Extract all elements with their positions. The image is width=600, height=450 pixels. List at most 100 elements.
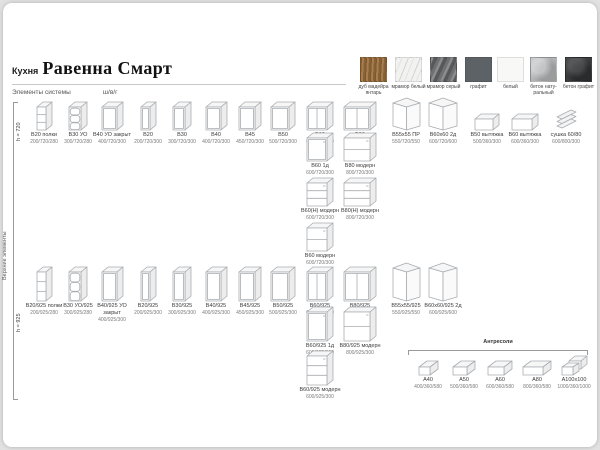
item-dims: 400/925/300 (98, 316, 126, 323)
catalog-item: В60 вытяжка 600/360/300 (502, 101, 548, 145)
catalog-item: В60(Н) модерн 600/720/300 (297, 177, 343, 221)
catalog-item: В20 200/720/300 (125, 101, 171, 145)
page-header: Кухня Равенна Смарт (12, 58, 172, 79)
material-swatch: бетон нату-ральный (525, 57, 562, 97)
material-chip-icon (497, 57, 524, 82)
item-name: В60(Н) модерн (300, 208, 340, 214)
item-dims: 200/720/300 (134, 138, 162, 145)
catalog-item: В30 УО 300/720/280 (55, 101, 101, 145)
cabinet-door-icon (193, 101, 239, 131)
material-label: белый (503, 84, 518, 90)
material-label: дуб мадейра янтарь (358, 84, 389, 97)
material-chip-icon (565, 57, 592, 82)
item-dims: 500/720/300 (269, 138, 297, 145)
material-label: графит (470, 84, 487, 90)
cabinet-2door-icon (297, 266, 343, 302)
catalog-item: А40 400/360/580 (405, 354, 451, 390)
item-name: В50 (278, 132, 288, 138)
cabinet-2door-icon (297, 101, 343, 131)
dish-dryer-icon (543, 101, 589, 131)
cabinet-door-icon (159, 101, 205, 131)
item-dims: 500/360/580 (450, 383, 478, 390)
catalog-item: В20/925 полки 200/925/280 (21, 266, 67, 316)
item-dims: 600/720/300 (306, 259, 334, 266)
side-label: Верхние элементы (2, 231, 8, 280)
item-name: А100х100 (561, 377, 587, 383)
item-dims: 300/720/280 (64, 138, 92, 145)
catalog-item: В45 450/720/300 (227, 101, 273, 145)
item-dims: 500/360/300 (473, 138, 501, 145)
page-subtitle: Элементы системы ш/в/г (12, 89, 117, 96)
antresol-corner-icon (551, 354, 597, 376)
cabinet-modern-3-icon (337, 177, 383, 207)
item-dims: 200/925/280 (30, 309, 58, 316)
cabinet-door-icon (89, 266, 135, 302)
item-dims: 450/720/300 (236, 138, 264, 145)
item-dims: 600/360/580 (486, 383, 514, 390)
catalog-item: В60 1д 600/720/300 (297, 132, 343, 176)
catalog-item: В50 вытяжка 500/360/300 (464, 101, 510, 145)
material-chip-icon (530, 57, 557, 82)
item-name: В30 УО/925 (63, 303, 93, 309)
item-name: В20/925 (137, 303, 159, 309)
antresol-box-icon (405, 354, 451, 376)
item-name: сушка 60/80 (550, 132, 582, 138)
antresol-box-icon (441, 354, 487, 376)
catalog-item: В60х60/925 2д 600/925/600 (420, 262, 466, 316)
cabinet-door-icon (227, 101, 273, 131)
item-name: В60 вытяжка (508, 132, 542, 138)
item-name: А50 (459, 377, 469, 383)
material-label: мрамор белый (391, 84, 426, 90)
material-chip-icon (430, 57, 457, 82)
item-name: В20/925 полки (25, 303, 63, 309)
item-name: В30/925 (171, 303, 193, 309)
item-dims: 400/720/300 (98, 138, 126, 145)
item-dims: 300/925/300 (168, 309, 196, 316)
catalog-item: В30 УО/925 300/925/280 (55, 266, 101, 316)
cabinet-corner-icon (420, 97, 466, 131)
item-dims: 1000/360/1000 (557, 383, 591, 390)
item-name: В60/925 (309, 303, 331, 309)
catalog-item: В50/925 500/925/300 (260, 266, 306, 316)
catalog-item: А60 600/360/580 (477, 354, 523, 390)
item-dims: 600/800/300 (552, 138, 580, 145)
cabinet-modern-2-icon (337, 306, 383, 342)
antresol-box-icon (514, 354, 560, 376)
item-name: А40 (423, 377, 433, 383)
item-dims: 550/720/550 (392, 138, 420, 145)
page-title: Равенна Смарт (42, 58, 173, 78)
item-dims: 600/720/300 (306, 214, 334, 221)
item-dims: 600/720/600 (429, 138, 457, 145)
material-swatch: бетон графит (560, 57, 597, 90)
item-dims: 600/360/300 (511, 138, 539, 145)
cabinet-door-icon (193, 266, 239, 302)
catalog-item: А80 800/360/580 (514, 354, 560, 390)
catalog-item: В20 полки 200/720/280 (21, 101, 67, 145)
item-dims: 800/360/580 (523, 383, 551, 390)
catalog-item: сушка 60/80 600/800/300 (543, 101, 589, 145)
item-dims: 800/720/300 (346, 169, 374, 176)
cabinet-modern-2-icon (297, 222, 343, 252)
catalog-item: В40 400/720/300 (193, 101, 239, 145)
header-divider (12, 84, 346, 85)
cabinet-door-handle-icon (297, 132, 343, 162)
item-name: В80(Н) модерн (340, 208, 380, 214)
material-swatch: мрамор серый (425, 57, 462, 90)
item-name: В30 УО (68, 132, 88, 138)
catalog-item: В45/925 450/925/300 (227, 266, 273, 316)
cabinet-2door-icon (337, 101, 383, 131)
cabinet-corner-icon (383, 262, 429, 302)
item-name: В50 вытяжка (470, 132, 504, 138)
material-chip-icon (360, 57, 387, 82)
cabinet-2door-icon (337, 266, 383, 302)
item-dims: 300/720/300 (168, 138, 196, 145)
cabinet-door-icon (260, 101, 306, 131)
catalog-item: В80/925 модерн 800/925/300 (337, 306, 383, 356)
item-name: В60/925 модерн (299, 387, 341, 393)
item-name: В40 УО закрыт (93, 132, 131, 138)
catalog-item: В55х55/925 550/925/550 (383, 262, 429, 316)
subtitle-text: Элементы системы (12, 89, 71, 96)
cabinet-door-handle-icon (297, 306, 343, 342)
item-dims: 400/720/300 (202, 138, 230, 145)
